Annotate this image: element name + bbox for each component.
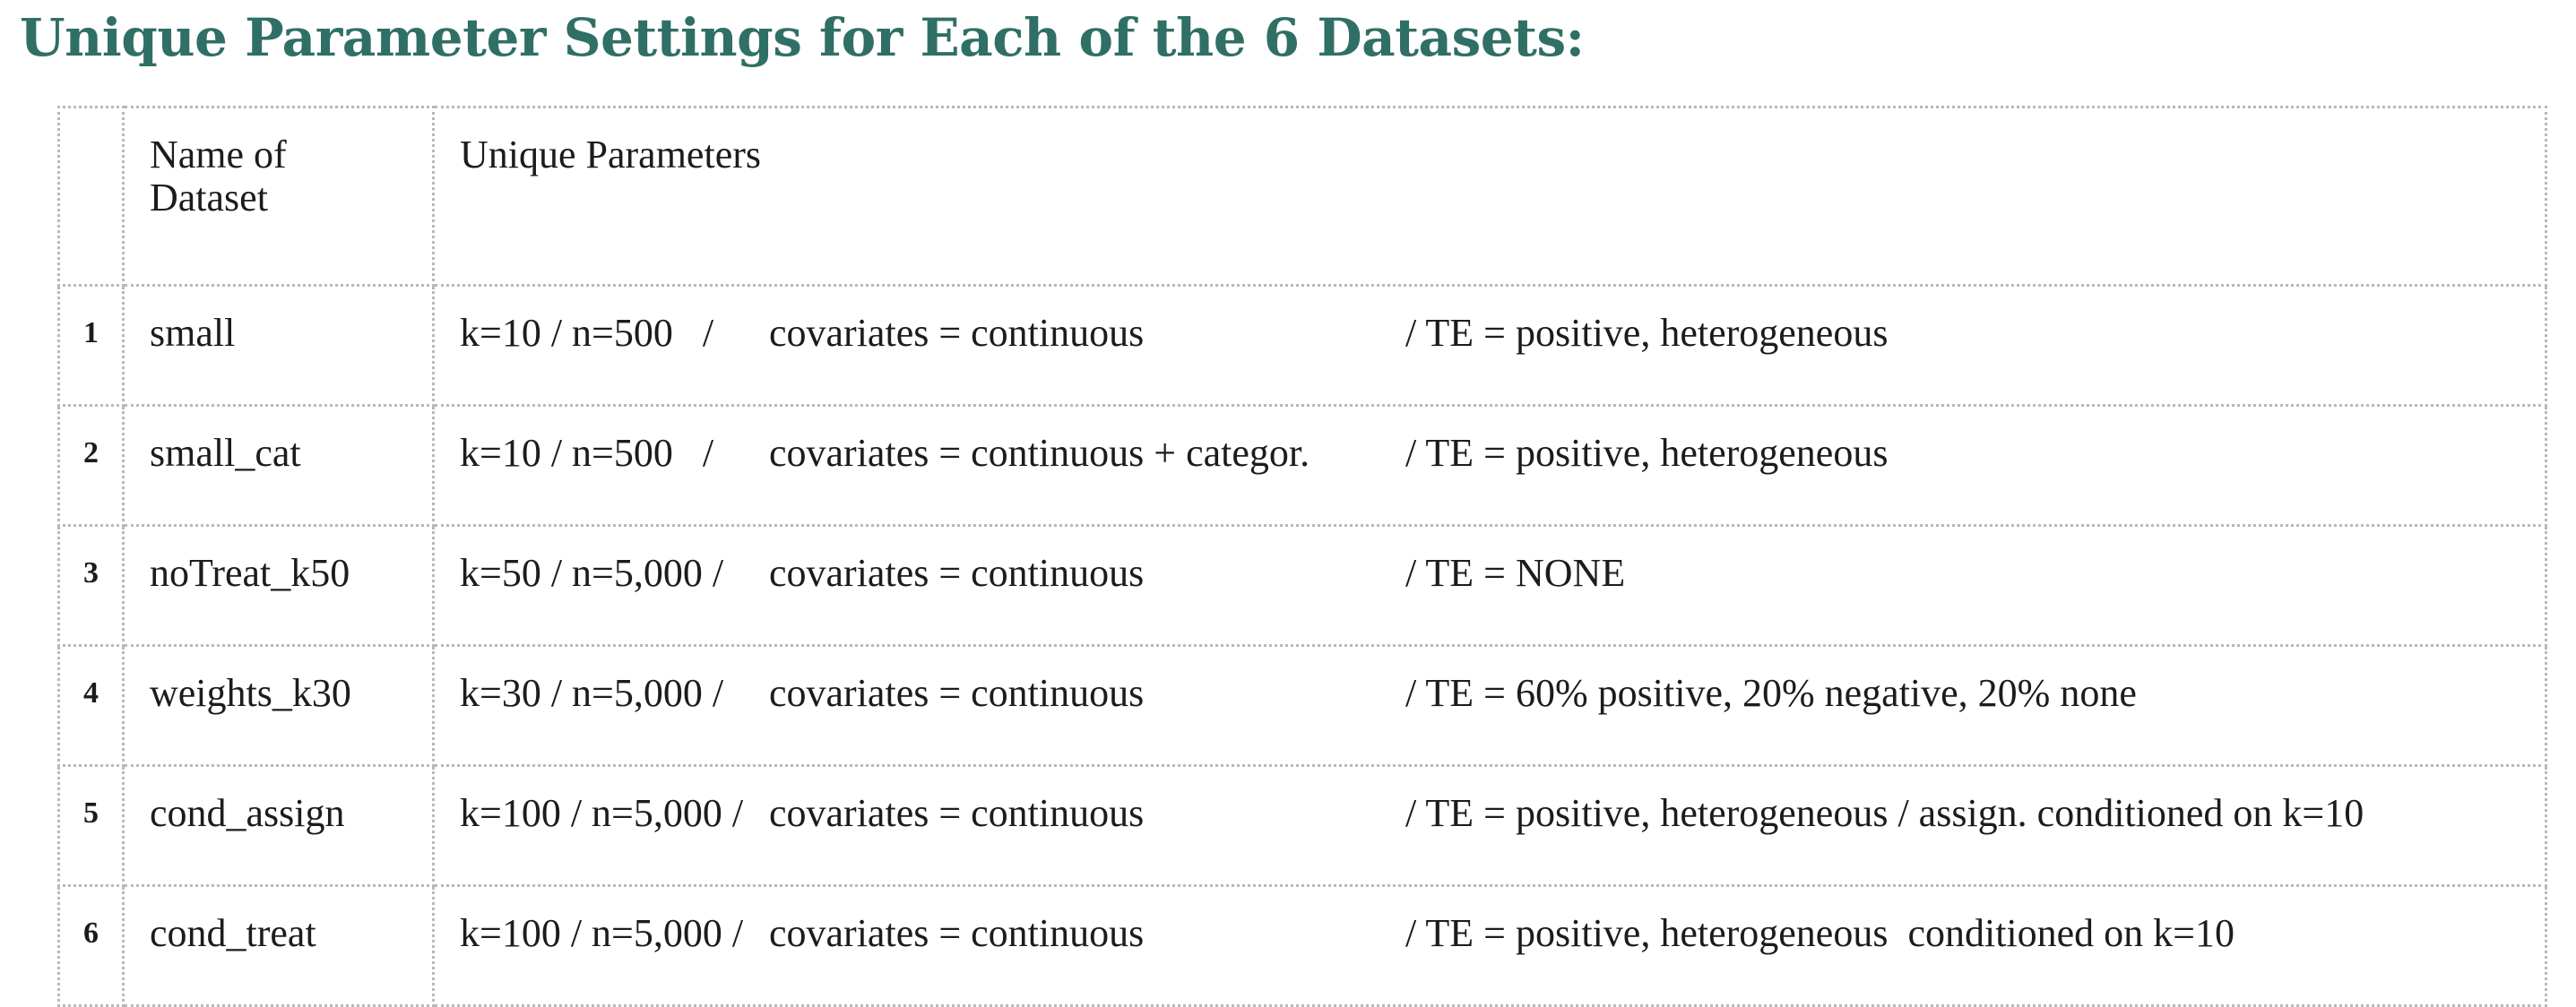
dataset-name: noTreat_k50	[122, 524, 435, 647]
dataset-params: k=10 / n=500 / covariates = continuous / T…	[432, 284, 2547, 407]
param-te: / TE = positive, heterogeneous	[1405, 431, 1889, 475]
table-row: 1 small k=10 / n=500 / covariates = conti…	[57, 284, 2547, 407]
dataset-params: k=30 / n=5,000 / covariates = continuous /…	[432, 644, 2547, 767]
header-number-cell	[57, 106, 125, 287]
header-params-cell: Unique Parameters	[432, 106, 2547, 287]
param-k-n: k=100 / n=5,000 /	[460, 911, 744, 955]
param-covariates: covariates = continuous	[769, 551, 1145, 595]
param-te: / TE = positive, heterogeneous / assign.…	[1405, 791, 2364, 835]
param-k-n: k=50 / n=5,000 /	[460, 551, 724, 595]
param-k-n: k=30 / n=5,000 /	[460, 671, 724, 715]
row-number: 4	[57, 644, 125, 767]
dataset-params: k=50 / n=5,000 / covariates = continuous /…	[432, 524, 2547, 647]
param-k-n: k=100 / n=5,000 /	[460, 791, 744, 835]
param-k-n: k=10 / n=500 /	[460, 431, 714, 475]
dataset-name: weights_k30	[122, 644, 435, 767]
table-row: 3 noTreat_k50 k=50 / n=5,000 / covariates…	[57, 524, 2547, 647]
dataset-params: k=100 / n=5,000 / covariates = continuous…	[432, 884, 2547, 1007]
row-number: 2	[57, 404, 125, 527]
param-te: / TE = positive, heterogeneous	[1405, 311, 1889, 355]
param-covariates: covariates = continuous	[769, 671, 1145, 715]
dataset-name: cond_treat	[122, 884, 435, 1007]
row-number: 3	[57, 524, 125, 647]
row-number: 6	[57, 884, 125, 1007]
row-number: 1	[57, 284, 125, 407]
dataset-params: k=10 / n=500 / covariates = continuous + …	[432, 404, 2547, 527]
table-row: 4 weights_k30 k=30 / n=5,000 / covariates…	[57, 644, 2547, 767]
table-row: 6 cond_treat k=100 / n=5,000 / covariates…	[57, 884, 2547, 1007]
param-covariates: covariates = continuous + categor.	[769, 431, 1310, 475]
param-k-n: k=10 / n=500 /	[460, 311, 714, 355]
param-te: / TE = positive, heterogeneous condition…	[1405, 911, 2235, 955]
dataset-params: k=100 / n=5,000 / covariates = continuous…	[432, 764, 2547, 887]
param-covariates: covariates = continuous	[769, 311, 1145, 355]
dataset-name: cond_assign	[122, 764, 435, 887]
header-name-cell: Name of Dataset	[122, 106, 435, 287]
dataset-name: small_cat	[122, 404, 435, 527]
page-title: Unique Parameter Settings for Each of th…	[20, 7, 1585, 68]
parameters-table: Name of Dataset Unique Parameters 1 smal…	[57, 106, 2547, 1007]
param-te: / TE = 60% positive, 20% negative, 20% n…	[1405, 671, 2137, 715]
row-number: 5	[57, 764, 125, 887]
table-header-row: Name of Dataset Unique Parameters	[57, 106, 2547, 287]
param-covariates: covariates = continuous	[769, 791, 1145, 835]
table-row: 2 small_cat k=10 / n=500 / covariates = c…	[57, 404, 2547, 527]
param-te: / TE = NONE	[1405, 551, 1626, 595]
param-covariates: covariates = continuous	[769, 911, 1145, 955]
table-row: 5 cond_assign k=100 / n=5,000 / covariate…	[57, 764, 2547, 887]
dataset-name: small	[122, 284, 435, 407]
